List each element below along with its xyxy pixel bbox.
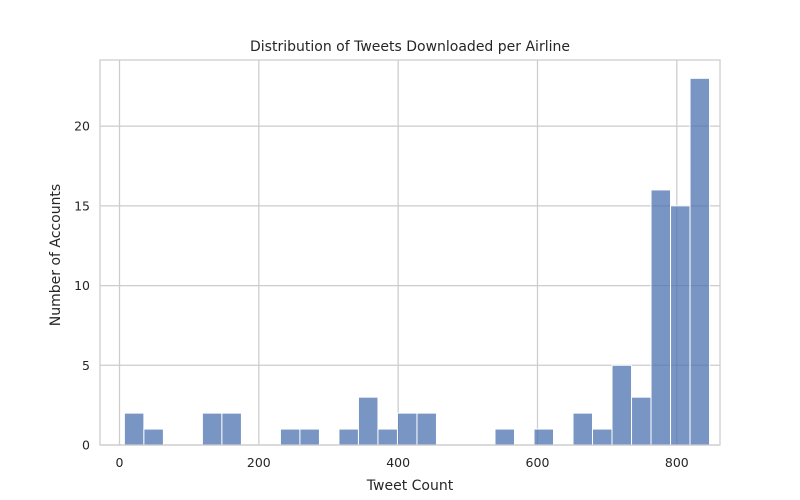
y-axis-label: Number of Accounts	[48, 184, 64, 326]
histogram-bar	[201, 412, 223, 446]
x-tick-label: 200	[247, 455, 271, 470]
histogram-bar	[338, 428, 359, 446]
y-tick-label: 0	[82, 438, 90, 453]
histogram-bar	[689, 77, 711, 446]
histogram-bar	[494, 428, 515, 446]
histogram-bar	[631, 396, 652, 446]
histogram-bar	[123, 412, 145, 446]
histogram-bar	[299, 428, 320, 446]
x-tick-label: 400	[386, 455, 410, 470]
tick-labels: 0 200 400 600 800 0 5 10 15 20	[74, 119, 689, 470]
y-tick-label: 20	[74, 119, 90, 134]
histogram-bar	[611, 364, 633, 446]
histogram-bar	[221, 412, 242, 446]
histogram-bars	[123, 77, 711, 446]
histogram-bar	[650, 189, 672, 446]
chart-title: Distribution of Tweets Downloaded per Ai…	[250, 39, 570, 55]
x-tick-label: 600	[526, 455, 550, 470]
y-tick-label: 5	[82, 358, 90, 373]
x-tick-label: 0	[116, 455, 124, 470]
histogram-bar	[396, 412, 418, 446]
histogram-bar	[670, 205, 691, 446]
histogram-bar	[416, 412, 437, 446]
plot-border	[99, 59, 721, 446]
histogram-bar	[377, 428, 398, 446]
histogram-bar	[357, 396, 379, 446]
y-tick-label: 15	[74, 198, 90, 213]
plot-frame	[99, 59, 721, 446]
x-tick-label: 800	[665, 455, 689, 470]
x-axis-label: Tweet Count	[366, 478, 454, 494]
histogram-bar	[533, 428, 555, 446]
histogram-bar	[572, 412, 594, 446]
histogram-bar	[592, 428, 613, 446]
histogram-bar	[279, 428, 301, 446]
y-tick-label: 10	[74, 278, 90, 293]
histogram-bar	[143, 428, 164, 446]
